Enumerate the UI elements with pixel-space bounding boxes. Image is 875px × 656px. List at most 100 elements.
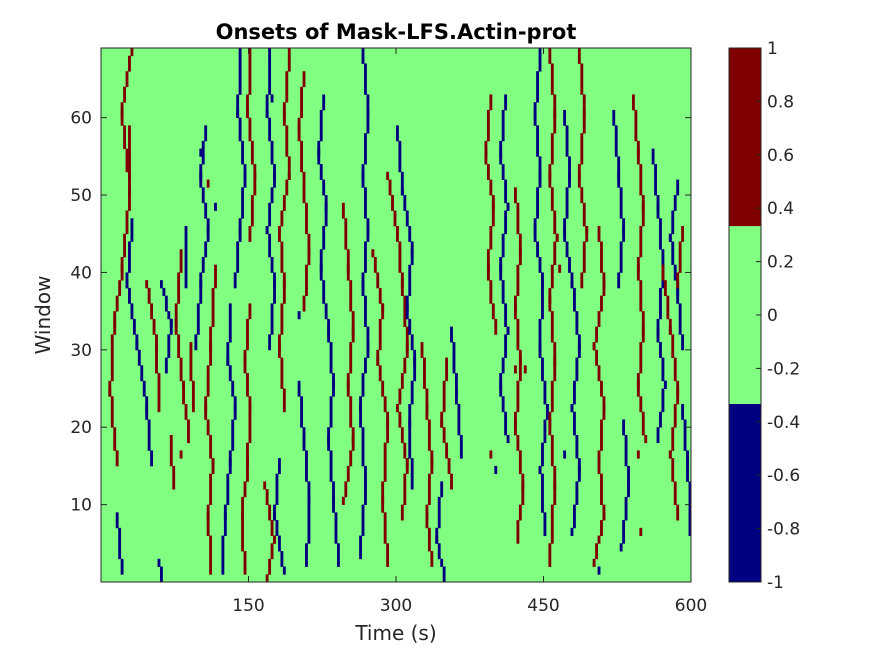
onset-cell-path-24 bbox=[351, 334, 355, 343]
onset-cell-path-0 bbox=[110, 342, 114, 351]
onset-cell-path-44 bbox=[659, 295, 662, 304]
onset-cell-path-34 bbox=[501, 241, 505, 250]
onset-cell-path-11 bbox=[201, 195, 205, 204]
onset-cell-path-0 bbox=[128, 202, 131, 211]
onset-cell-path-9 bbox=[169, 442, 173, 451]
onset-cell-path-38 bbox=[573, 380, 576, 389]
onset-cell-path-25 bbox=[359, 419, 362, 428]
onset-cell-path-37 bbox=[548, 551, 552, 560]
onset-cell-path-34 bbox=[499, 156, 503, 165]
onset-cell-path-30 bbox=[437, 520, 441, 529]
onset-cell-path-45 bbox=[663, 280, 667, 289]
onset-cell-path-24 bbox=[349, 450, 353, 459]
onset-cell-path-28 bbox=[413, 365, 417, 374]
onset-cell-path-0 bbox=[115, 295, 119, 304]
onset-cell-path-37 bbox=[550, 404, 554, 413]
onset-cell-path-17 bbox=[270, 195, 274, 204]
onset-cell-path-2 bbox=[150, 458, 154, 467]
onset-cell-path-21 bbox=[300, 86, 303, 95]
onset-cell-path-33 bbox=[486, 133, 490, 142]
onset-cell-path-28 bbox=[408, 404, 412, 413]
onset-cell-path-24 bbox=[349, 404, 353, 413]
onset-cell-path-40 bbox=[595, 349, 598, 358]
onset-cell-path-26 bbox=[383, 527, 387, 536]
onset-cell-path-27 bbox=[396, 404, 399, 413]
onset-cell-path-38 bbox=[568, 156, 571, 165]
onset-cell-path-43 bbox=[639, 164, 643, 173]
onset-cell-path-28 bbox=[408, 411, 412, 420]
onset-cell-path-38 bbox=[573, 504, 576, 513]
onset-cell-path-27 bbox=[400, 434, 404, 444]
onset-cell-path-44 bbox=[661, 256, 665, 266]
onset-cell-path-48 bbox=[688, 481, 692, 490]
onset-cell-path-15 bbox=[233, 396, 237, 405]
onset-cell-path-37 bbox=[548, 295, 552, 304]
onset-cell-path-36 bbox=[543, 427, 547, 436]
onset-cell-path-5 bbox=[162, 287, 166, 297]
onset-cell-path-0 bbox=[110, 365, 114, 374]
onset-cell-path-0 bbox=[110, 357, 114, 366]
onset-cell-path-43 bbox=[644, 434, 648, 444]
onset-cell-path-38 bbox=[573, 520, 576, 529]
onset-cell-path-38 bbox=[577, 342, 581, 351]
onset-cell-path-7 bbox=[184, 272, 188, 281]
onset-cell-path-21 bbox=[300, 164, 303, 173]
onset-cell-path-35 bbox=[516, 326, 520, 335]
onset-cell-path-39 bbox=[580, 140, 584, 150]
onset-cell-path-27 bbox=[398, 256, 402, 266]
onset-cell-path-37 bbox=[550, 396, 554, 405]
onset-cell-path-17 bbox=[273, 171, 276, 180]
onset-cell-path-29 bbox=[427, 427, 431, 436]
onset-cell-path-16 bbox=[246, 373, 249, 382]
onset-cell-path-39 bbox=[582, 249, 586, 258]
onset-cell-path-36 bbox=[541, 496, 544, 506]
onset-cell-path-37 bbox=[550, 133, 554, 142]
onset-cell-path-42 bbox=[622, 520, 626, 529]
onset-cell-path-30 bbox=[437, 504, 441, 513]
onset-cell-path-6 bbox=[182, 388, 185, 397]
onset-cell-path-27 bbox=[403, 303, 407, 312]
onset-cell-path-35 bbox=[516, 434, 520, 444]
onset-cell-path-46 bbox=[678, 311, 682, 320]
onset-cell-path-17 bbox=[268, 71, 272, 80]
onset-cell-path-30 bbox=[440, 558, 444, 567]
onset-cell-path-41 bbox=[622, 218, 626, 227]
onset-cell-path-25 bbox=[361, 388, 365, 397]
onset-cell-path-15 bbox=[228, 318, 232, 328]
onset-cell-path-24 bbox=[349, 295, 353, 304]
onset-cell-path-0 bbox=[118, 287, 122, 297]
onset-cell-path-14 bbox=[246, 109, 249, 119]
onset-cell-path-42 bbox=[627, 465, 630, 475]
onset-cell-path-35 bbox=[516, 272, 520, 281]
onset-cell-path-43 bbox=[632, 102, 635, 111]
onset-cell-path-0 bbox=[125, 218, 129, 227]
onset-cell-path-37 bbox=[553, 496, 557, 506]
onset-cell-path-37 bbox=[553, 94, 557, 103]
onset-cell-path-40 bbox=[597, 373, 601, 382]
onset-cell-path-41 bbox=[614, 148, 618, 157]
onset-cell-path-6 bbox=[179, 249, 183, 258]
onset-cell-path-26 bbox=[386, 551, 390, 560]
onset-cell-path-2 bbox=[128, 295, 131, 304]
onset-cell-path-11 bbox=[196, 318, 200, 328]
onset-cell-path-22 bbox=[305, 473, 308, 482]
onset-cell-path-29 bbox=[423, 373, 426, 382]
onset-cell-path-40 bbox=[600, 520, 603, 529]
onset-cell-path-28 bbox=[408, 264, 412, 273]
onset-cell-path-31 bbox=[442, 434, 446, 444]
onset-cell-path-13 bbox=[238, 86, 242, 95]
onset-cell-path-27 bbox=[393, 210, 397, 219]
onset-cell-path-24 bbox=[346, 249, 350, 258]
onset-cell-path-5 bbox=[164, 303, 168, 312]
onset-cell-path-12 bbox=[206, 520, 210, 529]
onset-cell-path-39 bbox=[582, 241, 586, 250]
onset-cell-path-23 bbox=[329, 411, 333, 420]
onset-cell-path-24 bbox=[349, 287, 353, 297]
onset-cell-path-8 bbox=[189, 373, 193, 382]
onset-cell-path-37 bbox=[553, 241, 557, 250]
onset-cell-path-18 bbox=[280, 380, 284, 389]
onset-cell-path-23 bbox=[337, 558, 340, 567]
onset-cell-path-17 bbox=[273, 280, 276, 289]
onset-cell-path-36 bbox=[541, 287, 544, 297]
onset-cell-path-40 bbox=[600, 241, 603, 250]
